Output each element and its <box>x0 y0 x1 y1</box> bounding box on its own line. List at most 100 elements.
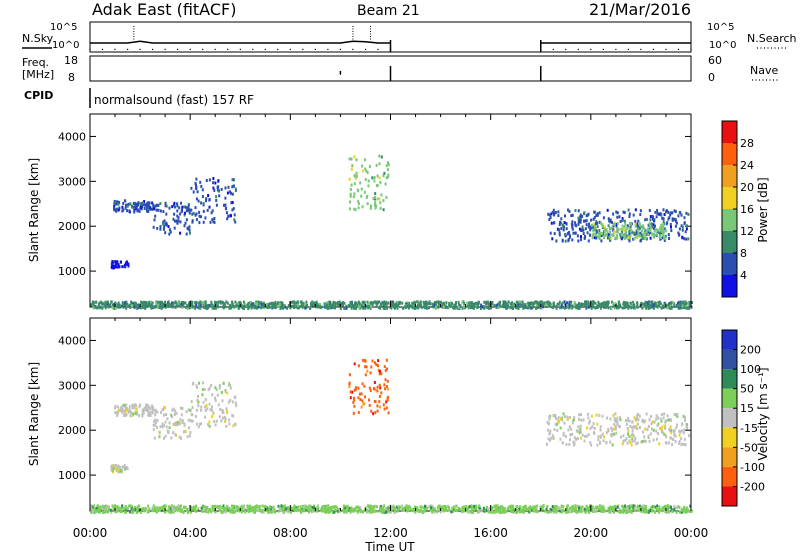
velocity-point <box>386 379 389 383</box>
velocity-point <box>424 504 426 508</box>
power-point <box>249 301 252 304</box>
velocity-point <box>685 424 688 428</box>
noise-left-bottom-tick: 10^0 <box>52 40 79 51</box>
power-point <box>639 234 641 238</box>
velocity-point <box>573 443 576 447</box>
power-point <box>143 305 145 309</box>
velocity-point <box>604 509 607 513</box>
velocity-point <box>664 510 666 514</box>
velocity-point <box>221 506 223 510</box>
velocity-point <box>365 510 368 514</box>
power-point <box>568 210 571 213</box>
power-point <box>260 301 263 305</box>
power-point <box>141 301 144 305</box>
velocity-point <box>578 417 581 421</box>
power-point <box>362 301 365 305</box>
velocity-point <box>650 505 653 509</box>
power-point <box>281 301 283 305</box>
velocity-point <box>627 429 630 433</box>
velocity-point <box>631 420 634 424</box>
velocity-point <box>376 409 379 413</box>
power-point <box>607 301 610 304</box>
power-point <box>242 306 245 310</box>
power-point <box>265 305 268 308</box>
power-point <box>642 226 645 230</box>
power-point <box>528 304 530 308</box>
power-point <box>350 183 353 187</box>
velocity-point <box>130 411 133 414</box>
power-point <box>590 218 593 222</box>
velocity-point <box>127 410 130 414</box>
velocity-point <box>110 510 113 514</box>
power-point <box>265 302 268 306</box>
velocity-point <box>173 508 175 512</box>
power-point <box>162 304 165 308</box>
power-point <box>339 307 342 310</box>
power-point <box>691 301 693 304</box>
velocity-point <box>670 431 673 434</box>
velocity-point <box>561 441 564 445</box>
velocity-point <box>445 508 448 512</box>
power-point <box>232 207 235 211</box>
velocity-point <box>422 510 425 514</box>
power-point <box>656 209 659 212</box>
velocity-point <box>634 508 637 512</box>
power-point <box>133 202 136 206</box>
velocity-point <box>656 504 659 508</box>
power-point <box>424 304 427 308</box>
power-point <box>164 231 167 235</box>
power-point <box>323 302 326 306</box>
velocity-point <box>139 403 142 407</box>
velocity-point <box>401 508 404 512</box>
power-point <box>386 168 389 172</box>
power-point <box>417 304 419 308</box>
power-point <box>570 304 573 308</box>
power-point <box>334 306 336 310</box>
velocity-point <box>155 426 158 429</box>
velocity-point <box>548 417 551 421</box>
velocity-point <box>664 420 667 424</box>
velocity-point <box>158 435 161 439</box>
power-point <box>200 201 203 205</box>
power-point <box>593 210 596 214</box>
power-point <box>312 301 315 305</box>
power-point <box>382 199 385 203</box>
power-point <box>637 231 640 235</box>
velocity-point <box>132 412 135 416</box>
power-point <box>624 222 627 226</box>
power-point <box>506 303 509 307</box>
power-point <box>354 208 357 212</box>
power-point <box>612 304 615 307</box>
power-point <box>578 302 581 306</box>
power-point <box>184 205 187 209</box>
power-point <box>175 219 178 223</box>
velocity-point <box>321 506 324 509</box>
power-point <box>438 301 440 305</box>
power-point <box>582 232 585 236</box>
power-point <box>296 303 299 307</box>
nave-series-line <box>340 74 691 77</box>
nsearch-point <box>677 48 680 51</box>
velocity-point <box>190 400 193 403</box>
power-point <box>596 212 599 216</box>
velocity-point <box>115 469 118 472</box>
velocity-point <box>630 510 633 514</box>
power-point <box>663 227 666 231</box>
velocity-point <box>364 359 367 363</box>
colorbar-swatch <box>722 143 737 165</box>
power-point <box>629 222 632 226</box>
velocity-point <box>152 423 155 427</box>
velocity-point <box>180 413 183 417</box>
power-point <box>224 186 227 190</box>
colorbar-swatch <box>722 447 737 467</box>
velocity-point <box>638 504 641 508</box>
power-point <box>649 231 652 235</box>
velocity-point <box>375 363 378 367</box>
velocity-point <box>416 508 419 512</box>
power-point <box>116 200 119 204</box>
power-point <box>665 210 668 214</box>
velocity-point <box>599 440 601 444</box>
velocity-point <box>210 415 213 419</box>
velocity-point <box>574 504 577 508</box>
